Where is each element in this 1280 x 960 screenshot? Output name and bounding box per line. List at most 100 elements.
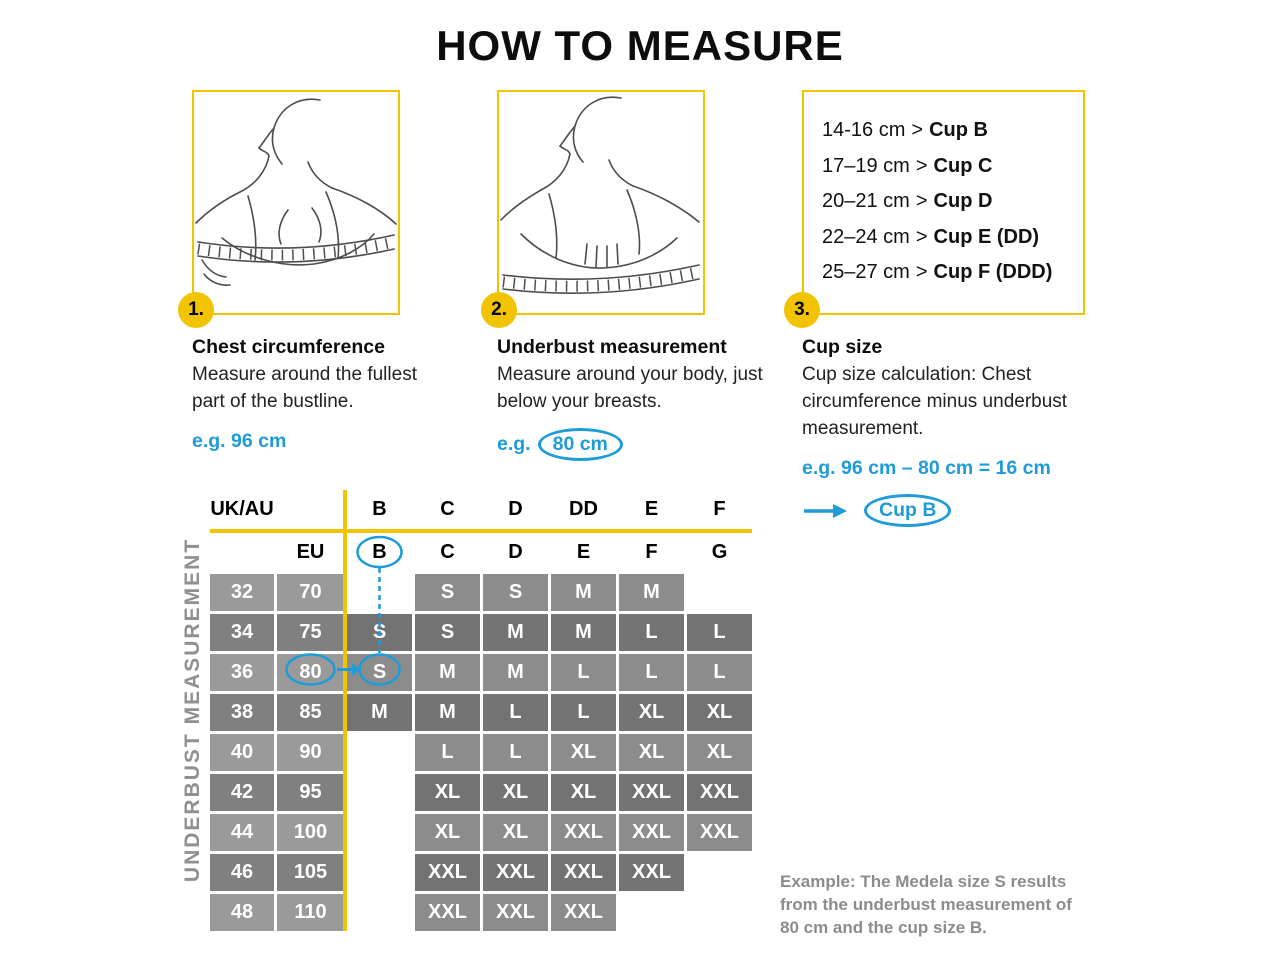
table-cell-size: XXL	[483, 894, 548, 931]
table-cell-size	[619, 894, 684, 931]
table-cell-size: XXL	[619, 814, 684, 851]
table-cell-ukau: 34	[210, 614, 274, 651]
step-3-badge: 3.	[784, 292, 820, 328]
cup-chart-row: 22–24 cm > Cup E (DD)	[822, 220, 1083, 256]
table-cell-size: XL	[687, 694, 752, 731]
table-cell-size	[347, 574, 412, 611]
underbust-measurement-illustration	[500, 96, 701, 295]
table-cell-size: XL	[415, 814, 480, 851]
table-cell-size: L	[483, 734, 548, 771]
gt-separator: >	[911, 119, 924, 141]
table-cell-size: L	[687, 654, 752, 691]
gt-separator: >	[915, 261, 928, 283]
table-header-eu-cup: E	[576, 540, 591, 563]
table-cell-size: M	[551, 614, 616, 651]
table-header-ukau-cup: DD	[569, 498, 598, 520]
table-cell-ukau: 38	[210, 694, 274, 731]
table-cell-size: XXL	[687, 814, 752, 851]
table-header-ukau-row: UK/AU B C D DD E F	[210, 490, 752, 529]
table-cell-size: M	[415, 654, 480, 691]
yellow-vertical-rule	[343, 490, 347, 931]
table-cell-size: XL	[619, 694, 684, 731]
size-table: UK/AU B C D DD E F EU B C D E F G 32 70 S S M M 34 75 S S M M L L…	[210, 490, 752, 931]
table-header-eu-cup: B	[372, 540, 387, 563]
chest-measurement-box	[192, 90, 400, 315]
underbust-measurement-box	[497, 90, 705, 315]
step-3-heading: Cup size	[802, 336, 883, 358]
table-cell-size: L	[619, 614, 684, 651]
step-2-example: e.g. 80 cm	[497, 428, 773, 461]
table-cell-size: XL	[619, 734, 684, 771]
table-cell-size: XXL	[551, 854, 616, 891]
table-cell-size: XXL	[415, 894, 480, 931]
cup-value: Cup E (DD)	[933, 225, 1040, 248]
right-arrow-icon	[804, 503, 847, 518]
step-2-text: Underbust measurement Measure around you…	[497, 334, 773, 461]
gt-separator: >	[915, 190, 928, 212]
cup-range: 17–19 cm	[822, 154, 910, 177]
table-cell-ukau: 36	[210, 654, 274, 691]
table-header-eu-row: EU B C D E F G	[210, 533, 752, 571]
step-2-body: Measure around your body, just below you…	[497, 364, 763, 412]
step-1-text: Chest circumference Measure around the f…	[192, 334, 454, 455]
chest-measurement-illustration	[195, 98, 397, 286]
table-cell-size: M	[483, 614, 548, 651]
table-cell-size	[687, 894, 752, 931]
table-cell-size: XL	[551, 734, 616, 771]
cup-range: 14-16 cm	[822, 119, 906, 141]
table-cell-size: S	[347, 654, 412, 691]
step-3-example: e.g. 96 cm – 80 cm = 16 cm	[802, 457, 1051, 479]
table-cell-eu: 75	[277, 614, 344, 651]
step-1-example: e.g. 96 cm	[192, 430, 287, 452]
cup-result-line: Cup B	[802, 494, 1098, 527]
cup-range: 22–24 cm	[822, 225, 910, 248]
table-cell-size: XL	[551, 774, 616, 811]
table-cell-size: XXL	[551, 894, 616, 931]
table-cell-size: S	[415, 614, 480, 651]
table-cell-size: L	[551, 694, 616, 731]
table-cell-size: M	[551, 574, 616, 611]
table-cell-size: M	[619, 574, 684, 611]
example-note: Example: The Medela size S results from …	[780, 872, 1072, 937]
table-cell-size	[347, 774, 412, 811]
table-header-ukau-cup: D	[508, 498, 523, 520]
cup-value: Cup F (DDD)	[933, 261, 1053, 283]
table-cell-size	[347, 894, 412, 931]
table-cell-size: L	[415, 734, 480, 771]
cup-chart-row: 17–19 cm > Cup C	[822, 149, 1083, 185]
cup-chart-row: 20–21 cm > Cup D	[822, 184, 1083, 220]
yellow-horizontal-rule	[210, 529, 752, 533]
page-title: HOW TO MEASURE	[436, 22, 844, 69]
table-cell-size: XL	[687, 734, 752, 771]
step-3-text: Cup size Cup size calculation: Chest cir…	[802, 334, 1098, 527]
table-cell-size: XL	[483, 814, 548, 851]
step-1-body: Measure around the fullest part of the b…	[192, 364, 417, 412]
table-cell-size	[347, 734, 412, 771]
table-header-ukau-cup: C	[440, 498, 455, 520]
table-cell-size: L	[483, 694, 548, 731]
table-header-eu-cup: D	[508, 540, 523, 563]
table-cell-size: XXL	[619, 854, 684, 891]
table-cell-size: S	[415, 574, 480, 611]
circled-cup-result: Cup B	[864, 494, 952, 527]
gt-separator: >	[915, 154, 928, 177]
table-header-spacer	[210, 533, 274, 571]
table-header-ukau-cup: B	[372, 498, 387, 520]
cup-value: Cup D	[933, 190, 993, 212]
table-cell-eu: 90	[277, 734, 344, 771]
table-cell-size: M	[483, 654, 548, 691]
table-cell-eu: 95	[277, 774, 344, 811]
table-cell-ukau: 48	[210, 894, 274, 931]
cup-range: 25–27 cm	[822, 261, 910, 283]
table-header-ukau-cup: E	[644, 498, 659, 520]
gt-separator: >	[915, 225, 928, 248]
table-header-ukau-cup: F	[713, 498, 726, 520]
table-header-eu-cup: F	[645, 540, 658, 563]
table-cell-size: S	[483, 574, 548, 611]
table-cell-ukau: 44	[210, 814, 274, 851]
table-cell-size: XL	[415, 774, 480, 811]
table-cell-size: M	[347, 694, 412, 731]
table-cell-size	[687, 854, 752, 891]
table-cell-size: L	[687, 614, 752, 651]
table-cell-size	[347, 854, 412, 891]
